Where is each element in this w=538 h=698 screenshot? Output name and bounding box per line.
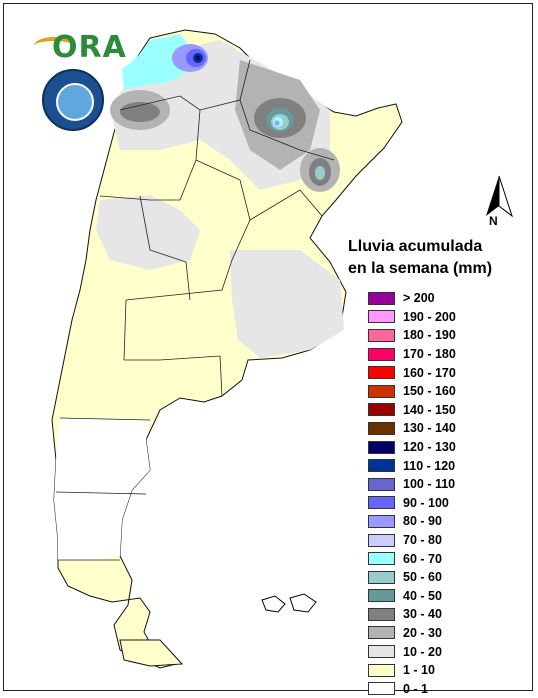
legend-swatch	[368, 496, 395, 510]
legend-label: 80 - 90	[403, 514, 442, 529]
legend-swatch	[368, 403, 395, 417]
legend-item: 120 - 130	[368, 438, 456, 457]
legend-item: 30 - 40	[368, 605, 456, 624]
legend-item: 1 - 10	[368, 661, 456, 680]
legend-label: 30 - 40	[403, 607, 442, 622]
north-label: N	[489, 214, 498, 228]
legend-item: 190 - 200	[368, 308, 456, 327]
north-arrow-icon	[486, 175, 513, 218]
legend-item: 10 - 20	[368, 642, 456, 661]
legend-label: 40 - 50	[403, 588, 442, 603]
legend-swatch	[368, 514, 395, 528]
legend-item: 60 - 70	[368, 549, 456, 568]
legend-swatch	[368, 459, 395, 473]
legend-item: 110 - 120	[368, 456, 456, 475]
legend-item: 20 - 30	[368, 624, 456, 643]
zone-10-20-east	[230, 250, 344, 358]
legend-label: 110 - 120	[403, 458, 456, 473]
legend-item: 150 - 160	[368, 382, 456, 401]
zone-120-130-nw	[195, 55, 201, 61]
legend-item: 130 - 140	[368, 419, 456, 438]
legend-swatch	[368, 663, 395, 677]
legend-label: 10 - 20	[403, 644, 442, 659]
legend-swatch	[368, 626, 395, 640]
legend-swatch	[368, 645, 395, 659]
legend-swatch	[368, 533, 395, 547]
legend-label: 120 - 130	[403, 440, 456, 455]
legend-swatch	[368, 552, 395, 566]
legend-swatch	[368, 384, 395, 398]
legend-swatch	[368, 347, 395, 361]
legend-label: 180 - 190	[403, 328, 456, 343]
legend-swatch	[368, 570, 395, 584]
zone-60-70-nw	[122, 34, 192, 90]
legend-swatch	[368, 589, 395, 603]
legend-label: > 200	[403, 291, 435, 306]
zone-30-40-c	[120, 102, 160, 122]
legend-item: 100 - 110	[368, 475, 456, 494]
south-dry-region	[54, 418, 150, 560]
legend-swatch	[368, 682, 395, 696]
legend-item: 0 - 1	[368, 679, 456, 698]
legend-swatch	[368, 477, 395, 491]
legend-label: 50 - 60	[403, 570, 442, 585]
legend-swatch	[368, 607, 395, 621]
legend-swatch	[368, 440, 395, 454]
zone-10-20-center	[96, 195, 200, 270]
legend-label: 0 - 1	[403, 681, 429, 696]
zone-80-90-a	[274, 120, 280, 126]
legend-title: Lluvia acumulada en la semana (mm)	[348, 236, 528, 280]
legend-item: 70 - 80	[368, 531, 456, 550]
legend-item: 80 - 90	[368, 512, 456, 531]
legend-item: 180 - 190	[368, 326, 456, 345]
legend-item: 50 - 60	[368, 568, 456, 587]
legend-label: 60 - 70	[403, 551, 442, 566]
smn-seal-icon	[42, 69, 104, 131]
legend-label: 1 - 10	[403, 663, 435, 678]
malvinas-islands	[261, 593, 317, 613]
legend-item: 160 - 170	[368, 363, 456, 382]
zone-50-60-b	[315, 166, 325, 180]
legend-label: 70 - 80	[403, 533, 442, 548]
legend-label: 140 - 150	[403, 402, 456, 417]
legend-label: 100 - 110	[403, 477, 456, 492]
legend-item: > 200	[368, 289, 456, 308]
ora-logo: ORA	[52, 30, 127, 65]
legend-swatch	[368, 328, 395, 342]
legend-label: 150 - 160	[403, 384, 456, 399]
legend-label: 190 - 200	[403, 309, 456, 324]
legend-label: 170 - 180	[403, 347, 456, 362]
legend-title-line1: Lluvia acumulada	[348, 238, 483, 255]
legend-title-line2: en la semana (mm)	[348, 260, 493, 277]
legend-item: 40 - 50	[368, 587, 456, 606]
legend-item: 140 - 150	[368, 401, 456, 420]
legend-item: 90 - 100	[368, 494, 456, 513]
legend-item: 170 - 180	[368, 345, 456, 364]
province-borders	[55, 59, 335, 561]
legend: > 200 190 - 200 180 - 190 170 - 180 160 - 17…	[368, 289, 456, 698]
seal-emblem	[56, 83, 94, 121]
legend-swatch	[368, 310, 395, 324]
legend-swatch	[368, 291, 395, 305]
tierra-del-fuego	[119, 639, 184, 667]
legend-label: 130 - 140	[403, 421, 456, 436]
legend-label: 90 - 100	[403, 495, 449, 510]
legend-swatch	[368, 421, 395, 435]
legend-label: 160 - 170	[403, 365, 456, 380]
legend-label: 20 - 30	[403, 625, 442, 640]
ora-logo-icon	[34, 37, 74, 55]
legend-swatch	[368, 366, 395, 380]
